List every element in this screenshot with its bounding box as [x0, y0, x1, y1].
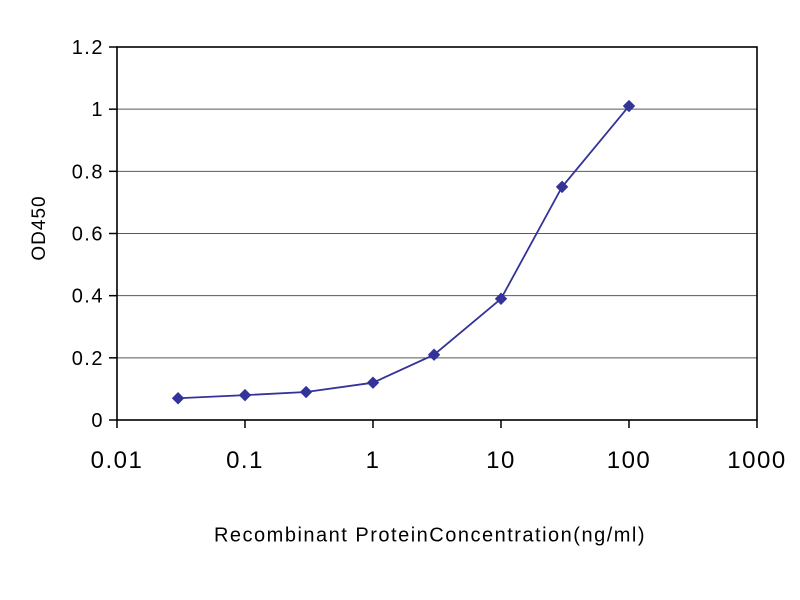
- plot-border: [116, 46, 758, 421]
- x-tick-label: 1000: [727, 447, 786, 474]
- x-axis-title: Recombinant ProteinConcentration(ng/ml): [213, 524, 647, 547]
- y-tick-label: 0.8: [72, 161, 104, 183]
- x-tick-label: 10: [486, 447, 516, 474]
- data-point-marker: [171, 392, 185, 405]
- data-point-marker: [622, 99, 636, 113]
- data-point-marker: [238, 388, 252, 402]
- y-tick-label: 1: [91, 99, 104, 121]
- y-tick-label: 0.6: [72, 224, 104, 246]
- y-tick-label: 1.2: [72, 37, 104, 59]
- data-point-marker: [299, 385, 313, 399]
- data-point-marker: [427, 348, 441, 361]
- x-tick-label: 1: [366, 447, 381, 474]
- data-point-marker: [366, 376, 380, 389]
- x-tick-label: 100: [607, 447, 652, 474]
- y-tick-label: 0.4: [72, 286, 104, 308]
- data-point-marker: [494, 292, 508, 305]
- x-tick-label: 0.01: [91, 447, 144, 474]
- y-tick-label: 0.2: [72, 348, 104, 370]
- data-point-marker: [555, 180, 569, 194]
- x-tick-label: 0.1: [226, 447, 264, 474]
- y-axis-title: OD450: [29, 195, 50, 261]
- data-line: [178, 105, 630, 400]
- y-tick-label: 0: [91, 410, 104, 432]
